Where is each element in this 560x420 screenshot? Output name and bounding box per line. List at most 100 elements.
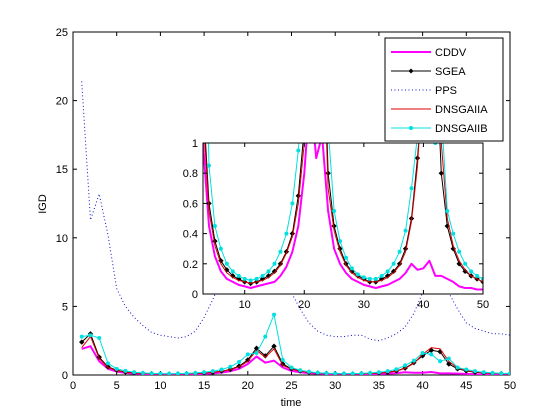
main-point-dnsgaiib bbox=[368, 370, 373, 375]
inset-point-dnsgaiib bbox=[457, 249, 462, 254]
inset-point-dnsgaiib bbox=[445, 208, 450, 213]
main-xtick-label: 20 bbox=[242, 380, 254, 392]
legend-label-dnsgaiia: DNSGAIIA bbox=[435, 104, 488, 116]
y-axis-label: IGD bbox=[37, 194, 49, 214]
main-point-dnsgaiib bbox=[464, 367, 469, 372]
inset-point-dnsgaiib bbox=[338, 239, 343, 244]
inset-point-dnsgaiib bbox=[403, 228, 408, 233]
main-point-dnsgaiib bbox=[193, 370, 198, 375]
legend: CDDV SGEA PPS DNSGAIIA DNSGAIIB bbox=[384, 37, 504, 142]
main-xtick-label: 15 bbox=[198, 380, 210, 392]
inset-ytick-label: 0.6 bbox=[183, 198, 198, 210]
legend-label-pps: PPS bbox=[435, 85, 457, 97]
main-ytick-label: 15 bbox=[56, 164, 68, 176]
main-point-dnsgaiib bbox=[394, 367, 399, 372]
main-point-dnsgaiib bbox=[280, 357, 285, 362]
inset-point-dnsgaiib bbox=[355, 272, 360, 277]
inset-point-dnsgaiib bbox=[391, 261, 396, 266]
main-xtick-label: 40 bbox=[416, 380, 428, 392]
main-xtick-label: 5 bbox=[114, 380, 120, 392]
main-point-dnsgaiib bbox=[341, 371, 346, 375]
main-point-dnsgaiib bbox=[210, 369, 215, 374]
main-point-dnsgaiib bbox=[473, 369, 478, 374]
main-point-dnsgaiib bbox=[79, 334, 84, 339]
main-point-dnsgaiib bbox=[499, 371, 504, 375]
main-xtick-label: 45 bbox=[460, 380, 472, 392]
inset-point-dnsgaiib bbox=[290, 201, 295, 206]
inset-xtick-label: 50 bbox=[477, 299, 489, 311]
inset-ytick-label: 0 bbox=[192, 289, 198, 301]
main-point-dnsgaiib bbox=[149, 371, 154, 375]
main-point-dnsgaiib bbox=[324, 371, 329, 375]
main-xtick-label: 0 bbox=[70, 380, 76, 392]
inset-point-dnsgaiib bbox=[385, 269, 390, 274]
main-point-dnsgaiib bbox=[333, 371, 338, 375]
main-point-sgea bbox=[79, 339, 85, 345]
main-point-dnsgaiib bbox=[376, 370, 381, 375]
inset-point-dnsgaiib bbox=[296, 148, 301, 153]
inset-chart: 10 20 30 40 50 0 0.2 0.4 0.6 0.8 1 bbox=[183, 138, 489, 311]
main-point-sgea bbox=[428, 347, 435, 354]
inset-point-dnsgaiib bbox=[373, 276, 378, 281]
inset-point-dnsgaiib bbox=[248, 278, 253, 283]
main-point-dnsgaiib bbox=[228, 364, 233, 369]
main-point-sgea bbox=[446, 361, 452, 367]
main-point-dnsgaiib bbox=[175, 371, 180, 375]
main-point-dnsgaiib bbox=[219, 367, 224, 372]
main-point-dnsgaiib bbox=[132, 370, 137, 375]
inset-point-dnsgaiib bbox=[260, 273, 265, 278]
inset-ytick-label: 1 bbox=[192, 138, 198, 150]
inset-series-dnsgaiia bbox=[204, 143, 483, 284]
legend-label-sgea: SGEA bbox=[435, 66, 466, 78]
main-point-dnsgaiib bbox=[105, 361, 110, 366]
main-ytick-label: 0 bbox=[62, 370, 68, 382]
inset-point-dnsgaiib bbox=[409, 186, 414, 191]
main-point-dnsgaiib bbox=[481, 370, 486, 375]
inset-point-dnsgaiib bbox=[349, 266, 354, 271]
main-point-dnsgaiib bbox=[385, 369, 390, 374]
inset-point-dnsgaiib bbox=[278, 249, 283, 254]
inset-point-dnsgaiib bbox=[218, 246, 223, 251]
inset-point-dnsgaiib bbox=[272, 261, 277, 266]
legend-box bbox=[384, 37, 504, 142]
main-point-dnsgaiib bbox=[140, 370, 145, 375]
inset-point-dnsgaiib bbox=[212, 224, 217, 229]
legend-label-dnsgaiib: DNSGAIIB bbox=[435, 123, 488, 135]
main-point-dnsgaiib bbox=[272, 312, 277, 317]
inset-xtick-label: 20 bbox=[298, 299, 310, 311]
inset-point-dnsgaiib bbox=[266, 269, 271, 274]
inset-point-dnsgaiib bbox=[379, 273, 384, 278]
main-point-dnsgaiib bbox=[315, 370, 320, 375]
inset-point-dnsgaiib bbox=[254, 276, 259, 281]
legend-marker-sgea bbox=[408, 68, 414, 74]
main-point-dnsgaiib bbox=[167, 371, 172, 375]
inset-point-dnsgaiib bbox=[367, 276, 372, 281]
main-point-dnsgaiib bbox=[158, 371, 163, 375]
legend-label-cddv: CDDV bbox=[435, 47, 467, 59]
main-point-dnsgaiib bbox=[420, 351, 425, 356]
main-point-dnsgaiib bbox=[254, 351, 259, 356]
main-point-dnsgaiib bbox=[202, 370, 207, 375]
main-point-dnsgaiib bbox=[245, 352, 250, 357]
main-point-sgea bbox=[271, 343, 277, 349]
main-point-dnsgaiib bbox=[429, 352, 434, 357]
inset-point-dnsgaiib bbox=[242, 276, 247, 281]
main-point-dnsgaiib bbox=[411, 358, 416, 363]
main-xtick-label: 50 bbox=[504, 380, 516, 392]
main-point-dnsgaiib bbox=[97, 335, 102, 340]
main-ytick-label: 20 bbox=[56, 96, 68, 108]
inset-xtick-label: 10 bbox=[239, 299, 251, 311]
main-xtick-label: 10 bbox=[154, 380, 166, 392]
main-point-dnsgaiib bbox=[490, 370, 495, 375]
inset-point-dnsgaiib bbox=[451, 231, 456, 236]
main-ytick-label: 25 bbox=[56, 27, 68, 39]
inset-point-sgea bbox=[438, 170, 445, 176]
inset-ytick-label: 0.2 bbox=[183, 259, 198, 271]
inset-point-dnsgaiib bbox=[475, 273, 480, 278]
main-point-dnsgaiib bbox=[306, 369, 311, 374]
inset-point-dnsgaiib bbox=[206, 163, 211, 168]
inset-point-dnsgaiib bbox=[463, 261, 468, 266]
inset-ytick-label: 0.8 bbox=[183, 168, 198, 180]
